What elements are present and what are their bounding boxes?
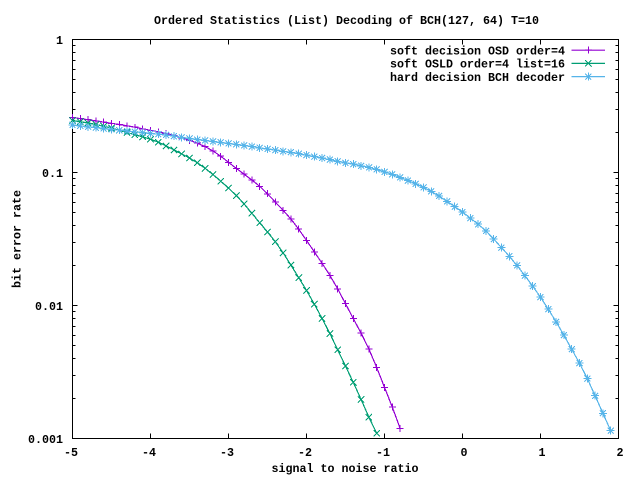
svg-text:2: 2	[617, 446, 624, 460]
svg-text:-3: -3	[220, 446, 234, 460]
svg-text:0.01: 0.01	[35, 300, 63, 314]
svg-text:-4: -4	[142, 446, 156, 460]
svg-text:Ordered Statistics (List) Deco: Ordered Statistics (List) Decoding of BC…	[154, 14, 539, 28]
svg-text:0.001: 0.001	[28, 433, 63, 447]
svg-text:-5: -5	[64, 446, 78, 460]
svg-text:1: 1	[539, 446, 546, 460]
svg-text:bit error rate: bit error rate	[11, 190, 25, 288]
svg-text:1: 1	[56, 34, 63, 48]
svg-text:soft OSLD order=4 list=16: soft OSLD order=4 list=16	[390, 58, 565, 72]
svg-text:0: 0	[461, 446, 468, 460]
svg-text:-1: -1	[376, 446, 390, 460]
svg-text:hard decision BCH decoder: hard decision BCH decoder	[390, 71, 565, 85]
svg-text:-2: -2	[298, 446, 312, 460]
svg-text:signal to noise ratio: signal to noise ratio	[272, 462, 419, 476]
svg-text:soft decision OSD order=4: soft decision OSD order=4	[390, 45, 565, 59]
svg-text:0.1: 0.1	[42, 167, 63, 181]
